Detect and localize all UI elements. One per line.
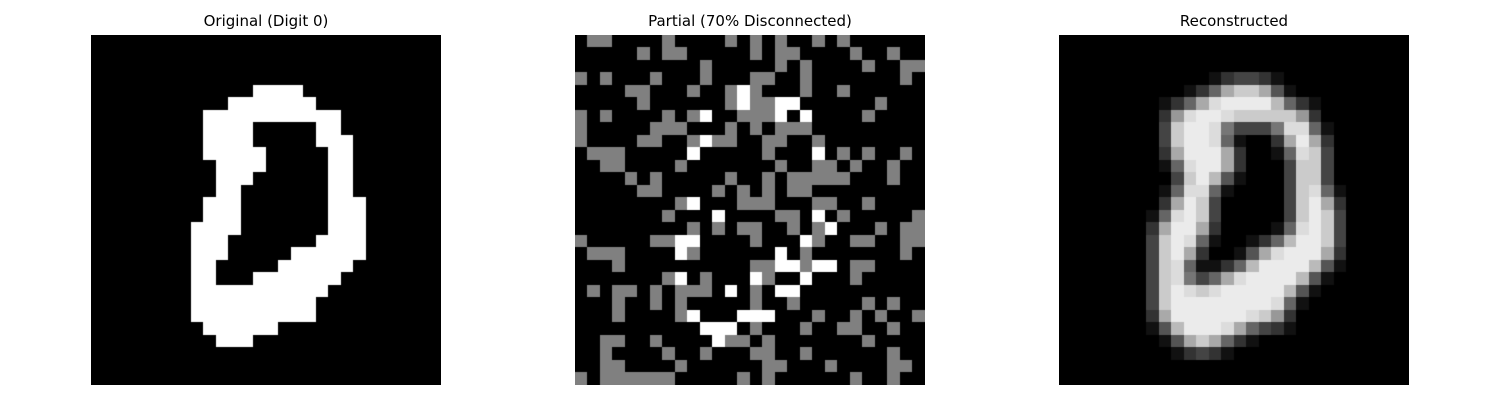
partial-digit-image bbox=[575, 35, 925, 385]
original-digit-image bbox=[91, 35, 441, 385]
panel-partial: Partial (70% Disconnected) bbox=[575, 0, 925, 400]
panel-reconstructed: Reconstructed bbox=[1059, 0, 1409, 400]
panel-title-original: Original (Digit 0) bbox=[203, 12, 329, 30]
panel-title-partial: Partial (70% Disconnected) bbox=[648, 12, 852, 30]
panel-title-reconstructed: Reconstructed bbox=[1179, 12, 1289, 30]
panel-original: Original (Digit 0) bbox=[91, 0, 441, 400]
reconstructed-digit-image bbox=[1059, 35, 1409, 385]
